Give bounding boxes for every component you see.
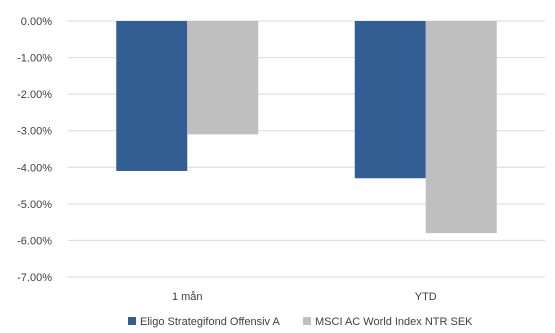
legend-swatch — [303, 317, 311, 325]
x-category-label: YTD — [415, 291, 437, 303]
y-axis-ticks: 0.00% -1.00% -2.00% -3.00% -4.00% -5.00% -6.00… — [17, 16, 52, 284]
x-category-label: 1 mån — [172, 291, 203, 303]
bars — [116, 21, 497, 234]
legend: Eligo Strategifond Offensiv A MSCI AC Wor… — [128, 316, 473, 328]
y-tick-label: -7.00% — [17, 272, 52, 284]
y-tick-label: -3.00% — [17, 126, 52, 138]
legend-swatch — [128, 317, 136, 325]
y-tick-label: 0.00% — [21, 16, 52, 28]
legend-label: MSCI AC World Index NTR SEK — [315, 316, 473, 328]
bar — [354, 21, 426, 179]
bar — [425, 21, 497, 234]
x-axis-categories: 1 mån YTD — [172, 291, 437, 303]
legend-label: Eligo Strategifond Offensiv A — [140, 316, 280, 328]
bar — [116, 21, 188, 171]
y-tick-label: -6.00% — [17, 235, 52, 247]
y-tick-label: -4.00% — [17, 162, 52, 174]
y-tick-label: -1.00% — [17, 53, 52, 65]
bar — [187, 21, 259, 135]
y-tick-label: -2.00% — [17, 89, 52, 101]
y-tick-label: -5.00% — [17, 199, 52, 211]
